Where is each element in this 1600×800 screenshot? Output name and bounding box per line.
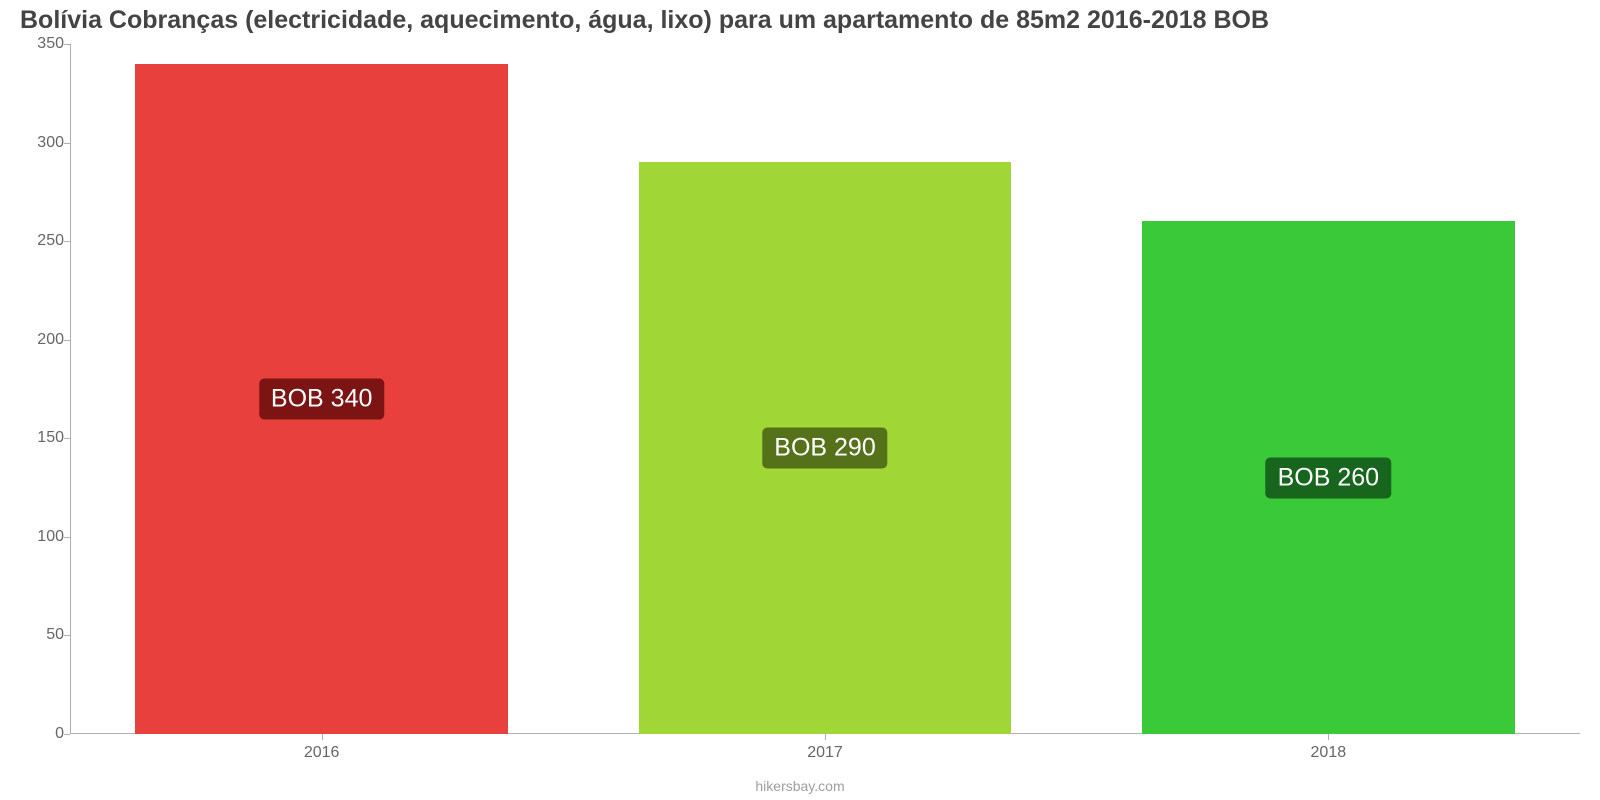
y-axis-line <box>70 44 71 734</box>
y-tick-label: 50 <box>20 626 64 644</box>
y-tick-label: 250 <box>20 232 64 250</box>
plot-area: 050100150200250300350BOB 3402016BOB 2902… <box>70 44 1580 734</box>
bar-value-label: BOB 290 <box>762 428 887 469</box>
x-tick-label: 2016 <box>304 744 340 762</box>
x-tick-label: 2018 <box>1311 744 1347 762</box>
x-tick-mark <box>825 734 826 740</box>
y-tick-label: 0 <box>20 725 64 743</box>
y-tick-label: 150 <box>20 429 64 447</box>
y-tick-mark <box>64 241 70 242</box>
chart-container: Bolívia Cobranças (electricidade, aqueci… <box>0 0 1600 800</box>
y-tick-label: 100 <box>20 528 64 546</box>
y-tick-label: 350 <box>20 35 64 53</box>
y-tick-mark <box>64 44 70 45</box>
x-tick-label: 2017 <box>807 744 843 762</box>
bar-value-label: BOB 260 <box>1266 457 1391 498</box>
x-tick-mark <box>322 734 323 740</box>
y-tick-mark <box>64 438 70 439</box>
y-tick-mark <box>64 734 70 735</box>
y-tick-mark <box>64 143 70 144</box>
x-tick-mark <box>1328 734 1329 740</box>
source-attribution: hikersbay.com <box>755 778 844 794</box>
y-tick-mark <box>64 537 70 538</box>
y-tick-mark <box>64 635 70 636</box>
y-tick-label: 200 <box>20 331 64 349</box>
chart-title: Bolívia Cobranças (electricidade, aqueci… <box>20 6 1580 35</box>
bar-value-label: BOB 340 <box>259 378 384 419</box>
y-tick-mark <box>64 340 70 341</box>
y-tick-label: 300 <box>20 134 64 152</box>
